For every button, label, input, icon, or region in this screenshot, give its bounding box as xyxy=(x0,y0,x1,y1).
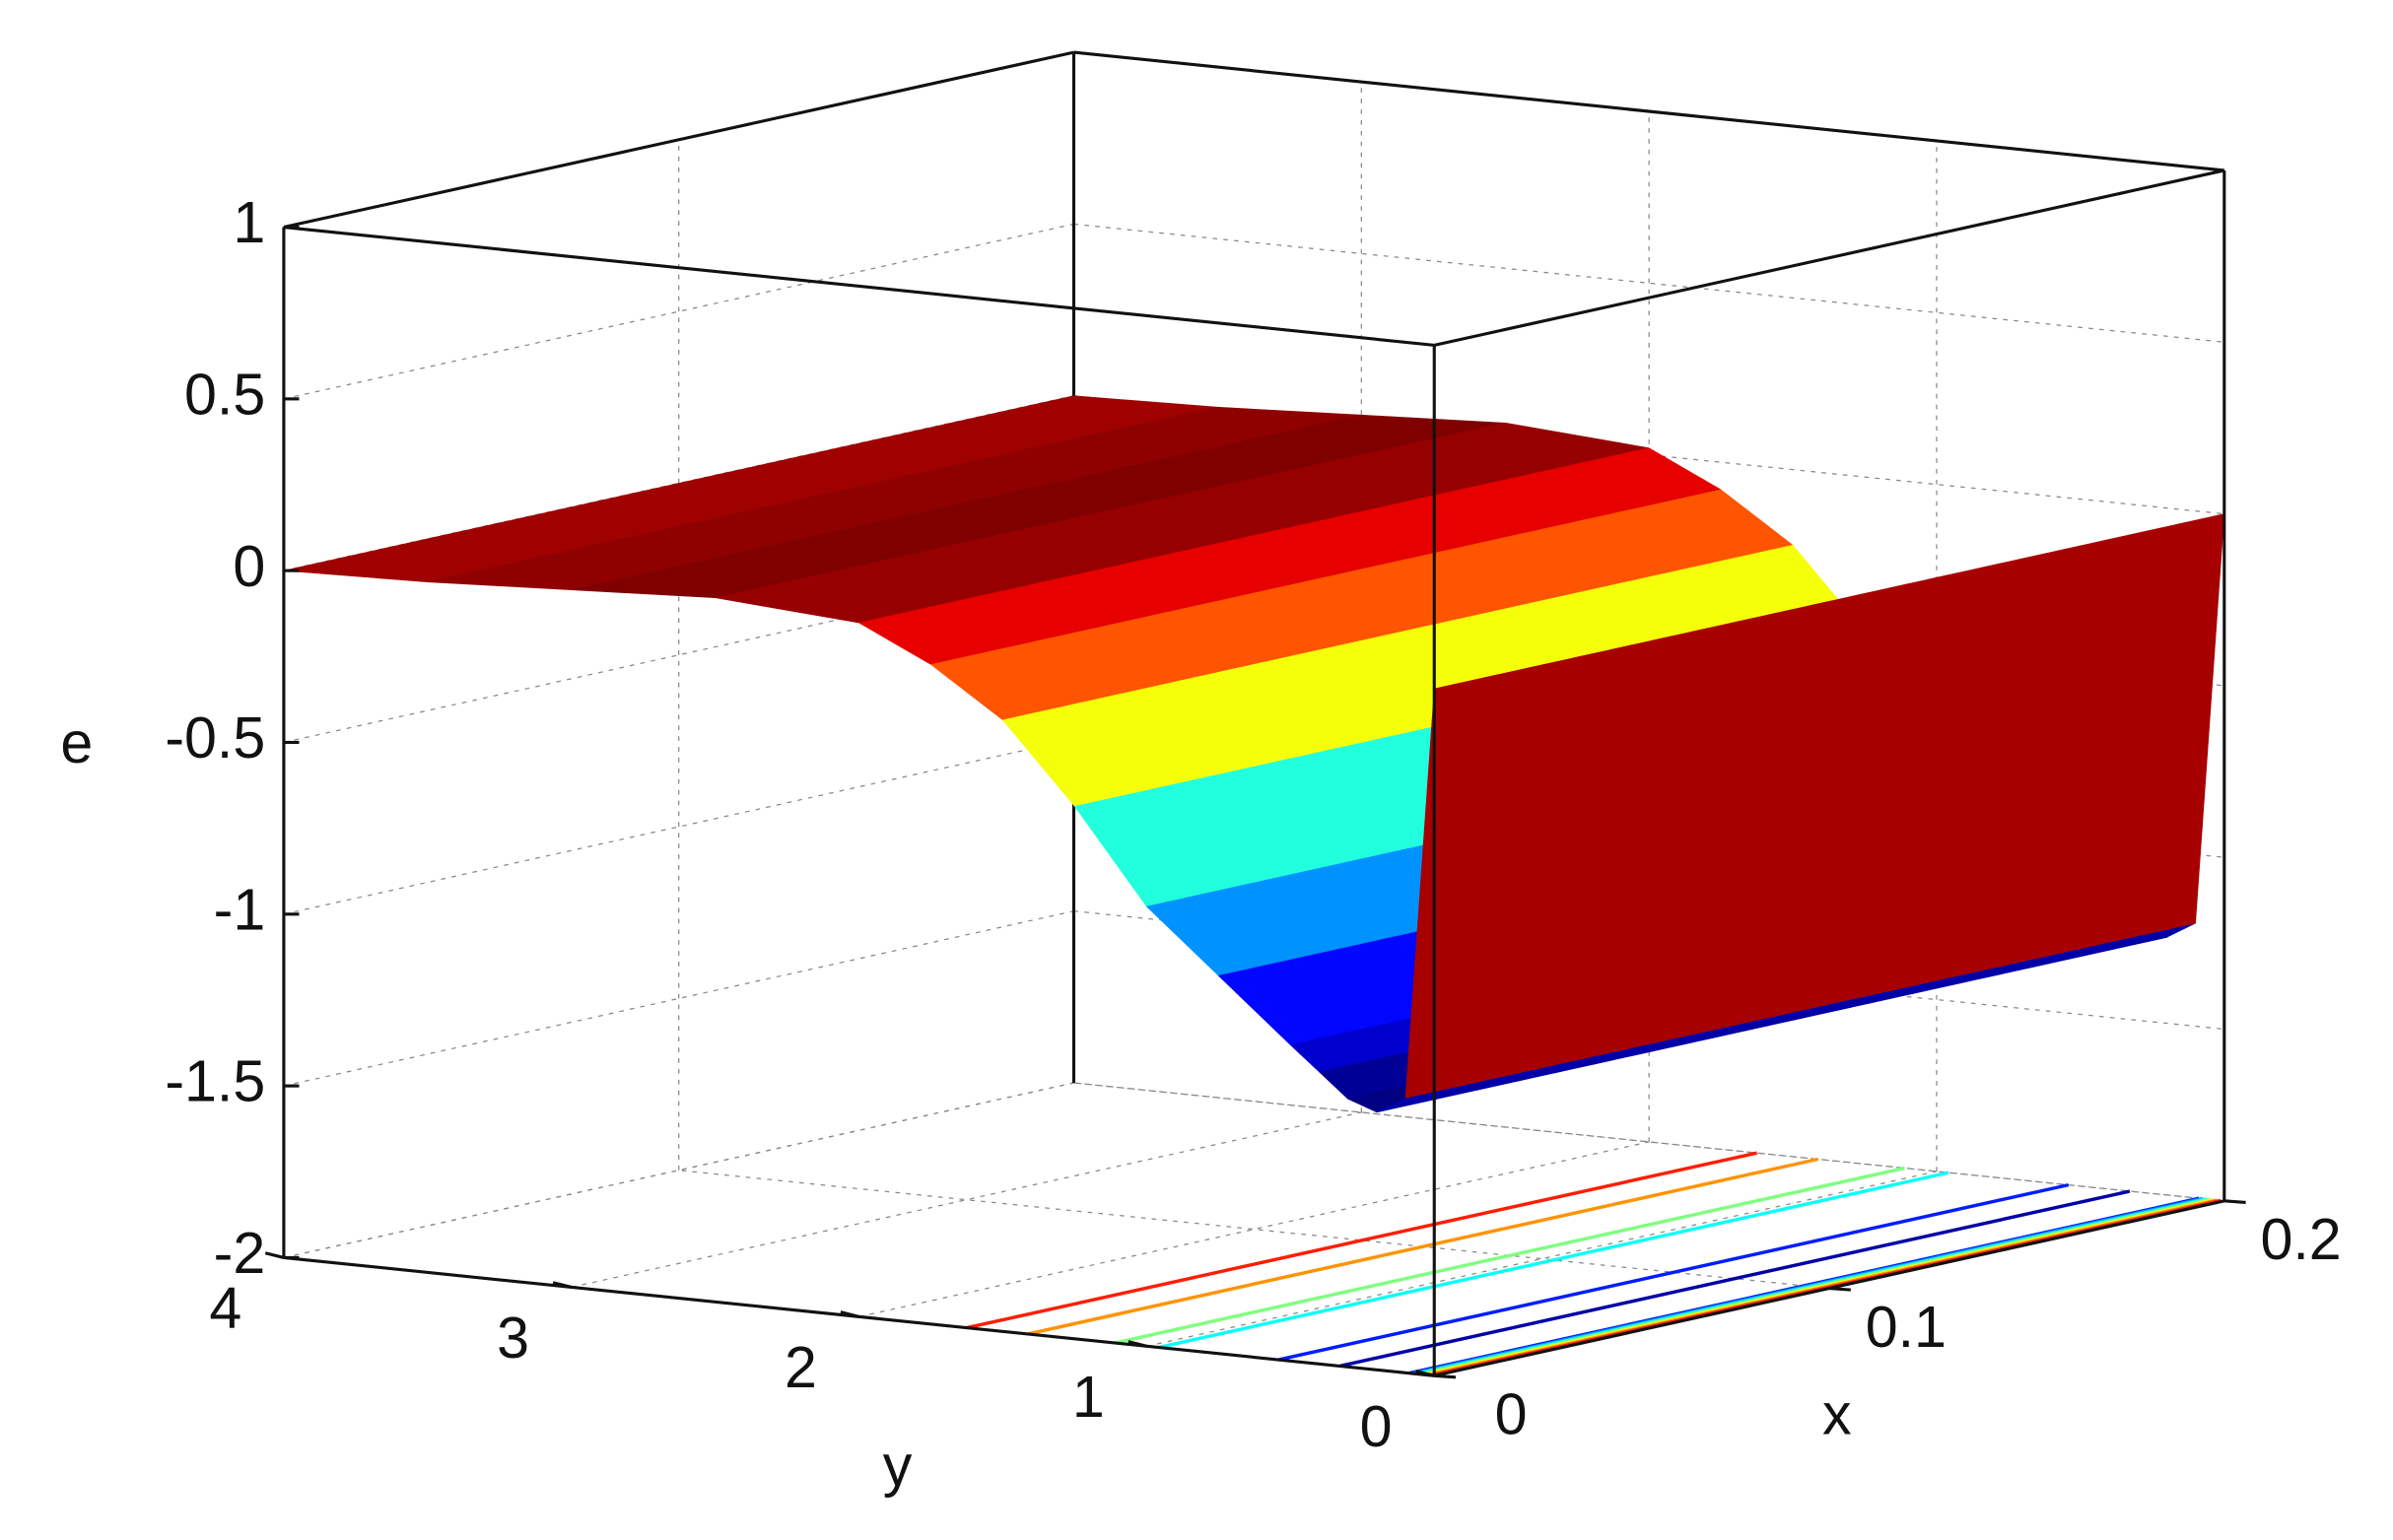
z-tick-label: -0.5 xyxy=(165,704,265,770)
contour-line xyxy=(1158,1171,1949,1350)
contour-line xyxy=(1027,1157,1818,1336)
tick-mark xyxy=(552,1281,573,1289)
tick-mark xyxy=(264,1251,285,1259)
z-tick-label: -2 xyxy=(214,1220,266,1286)
labels: -2 -1.5 -1 -0.5 0 0.5 1 0 1 2 3 4 0 0.1 0.2 x y e xyxy=(60,189,2341,1498)
z-tick-label: 1 xyxy=(233,189,265,255)
z-tick-label: -1.5 xyxy=(165,1048,265,1114)
x-tick-label: 0.2 xyxy=(2261,1206,2342,1272)
y-tick-label: 4 xyxy=(209,1275,241,1341)
y-tick-label: 3 xyxy=(497,1305,529,1371)
z-tick-label: 0.5 xyxy=(184,361,265,427)
z-axis-label: e xyxy=(60,709,93,775)
z-tick-label: -1 xyxy=(214,876,266,942)
contour-line xyxy=(1277,1182,2070,1362)
tick-mark xyxy=(1434,1373,1457,1379)
surface xyxy=(283,395,2225,1113)
y-tick-label: 1 xyxy=(1072,1364,1105,1430)
tick-mark xyxy=(840,1310,859,1318)
x-tick-label: 0 xyxy=(1495,1380,1528,1446)
contours xyxy=(966,1151,2222,1377)
y-tick-label: 0 xyxy=(1360,1393,1393,1459)
y-tick-label: 2 xyxy=(785,1334,817,1400)
contour-line xyxy=(1338,1189,2131,1369)
box-edge xyxy=(283,225,1435,347)
tick-mark xyxy=(2223,1199,2246,1204)
y-axis-label: y xyxy=(883,1433,913,1499)
box-edge xyxy=(283,1255,1435,1377)
x-tick-label: 0.1 xyxy=(1866,1294,1947,1360)
surface-patch xyxy=(1404,684,1455,1099)
tick-mark xyxy=(1415,1370,1435,1377)
grid-line xyxy=(678,1170,1830,1290)
tick-mark xyxy=(1128,1340,1147,1348)
tick-mark xyxy=(1828,1287,1851,1292)
grid-line xyxy=(571,1111,1362,1289)
box-edge xyxy=(283,50,1074,230)
box-front xyxy=(264,168,2246,1379)
z-tick-label: 0 xyxy=(233,533,265,599)
box-edge xyxy=(1433,168,2225,347)
contour-line xyxy=(966,1151,1757,1330)
grid-line xyxy=(283,1082,1074,1259)
grid-line xyxy=(858,1141,1650,1317)
x-axis-label: x xyxy=(1822,1380,1852,1446)
box-edge xyxy=(1073,50,2224,172)
contour-line xyxy=(1114,1166,1905,1345)
